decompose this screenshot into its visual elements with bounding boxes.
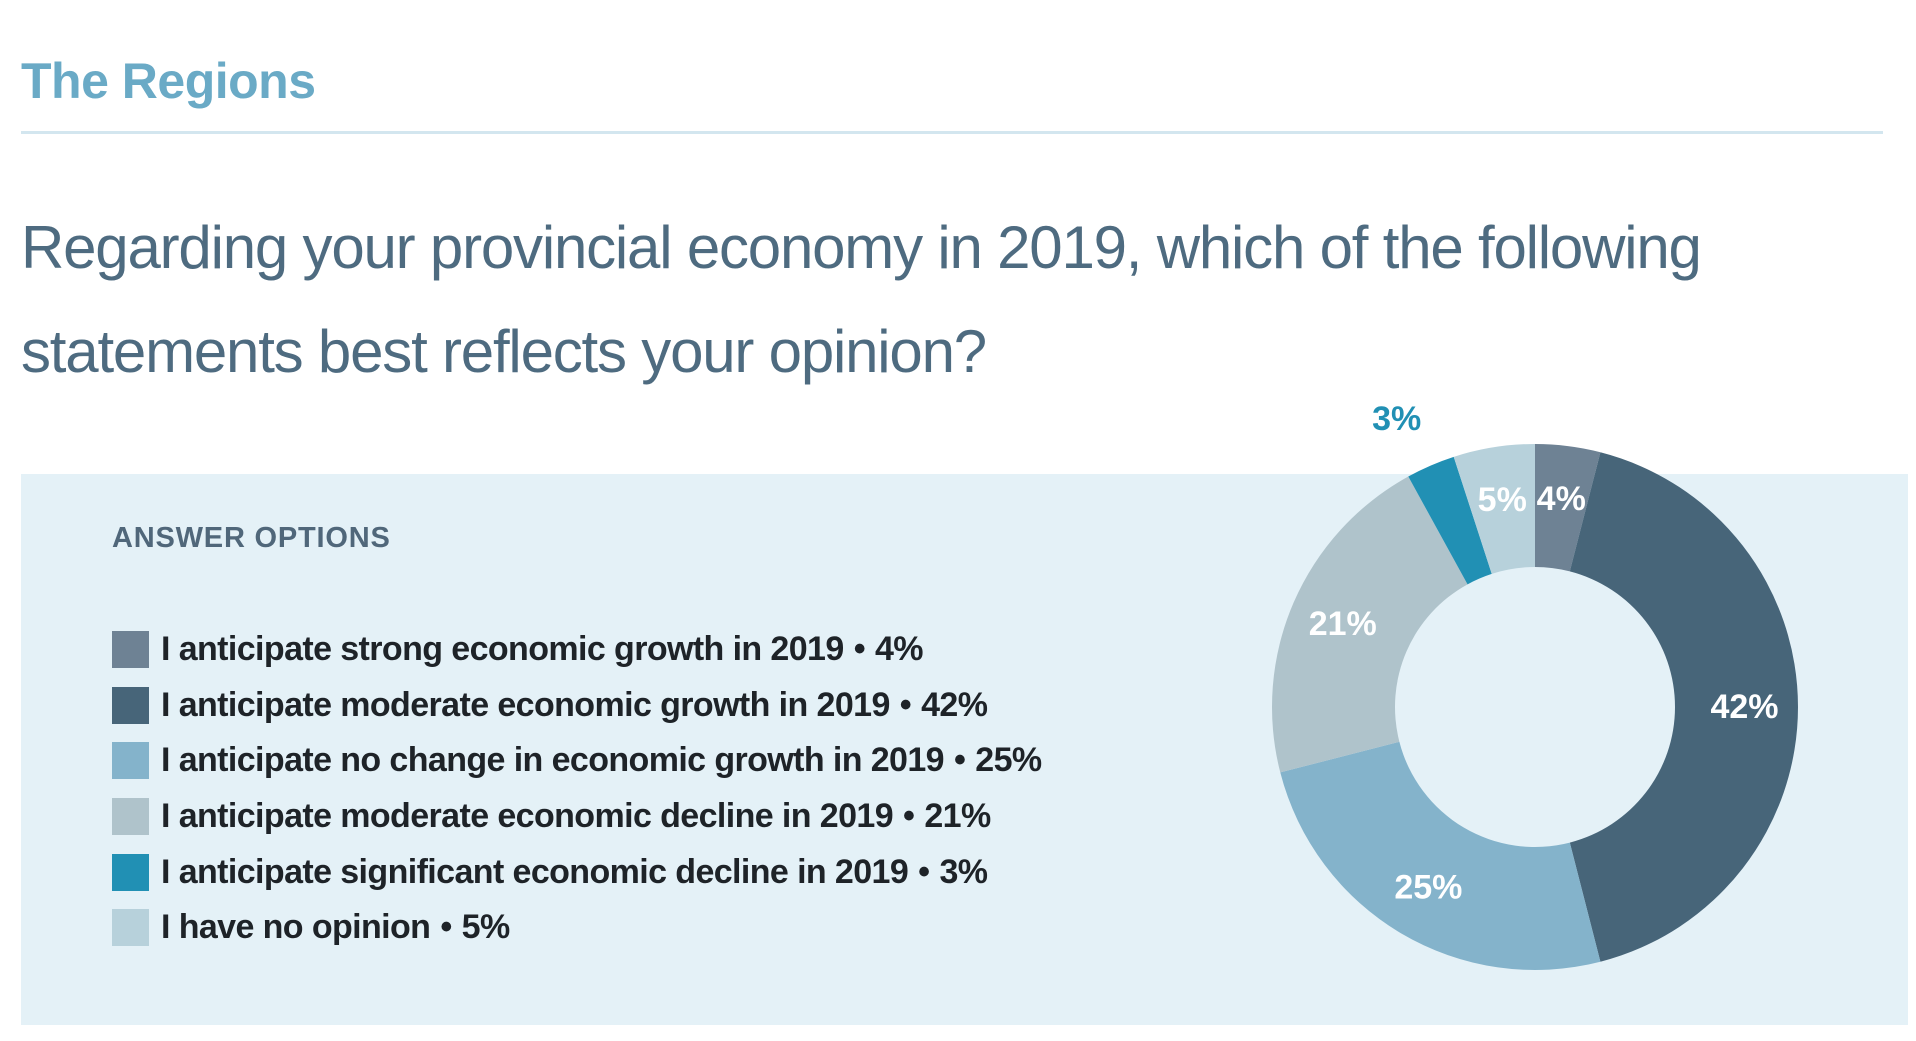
legend-item: I anticipate strong economic growth in 2… [112, 622, 1042, 678]
donut-slice [1569, 452, 1798, 962]
donut-slice [1271, 476, 1468, 773]
legend-item: I anticipate significant economic declin… [112, 844, 1042, 900]
legend-swatch [112, 853, 149, 891]
donut-slice [1280, 741, 1601, 970]
legend-label: I anticipate strong economic growth in 2… [161, 630, 844, 669]
legend-label: I anticipate moderate economic decline i… [161, 797, 894, 836]
legend-label: I have no opinion [161, 908, 431, 947]
legend-separator: • [853, 630, 866, 669]
legend-value: 4% [875, 630, 924, 669]
donut-slice [1453, 444, 1535, 574]
slice-value-label: 21% [1309, 605, 1377, 643]
legend: I anticipate strong economic growth in 2… [112, 622, 1042, 956]
legend-separator: • [918, 852, 930, 891]
slice-value-label: 42% [1710, 688, 1778, 726]
legend-label: I anticipate significant economic declin… [161, 852, 909, 891]
legend-value: 21% [924, 797, 991, 836]
legend-label: I anticipate moderate economic growth in… [161, 685, 890, 724]
slice-value-label: 4% [1537, 480, 1586, 518]
legend-swatch [112, 909, 149, 947]
slice-value-label: 25% [1394, 868, 1462, 906]
legend-item: I anticipate moderate economic decline i… [112, 789, 1042, 845]
section-title: The Regions [21, 53, 316, 109]
legend-value: 5% [461, 908, 511, 947]
slice-value-label: 5% [1478, 481, 1527, 519]
legend-value: 25% [975, 741, 1042, 780]
legend-heading: ANSWER OPTIONS [112, 522, 391, 554]
legend-separator: • [899, 685, 912, 724]
legend-separator: • [903, 797, 915, 836]
legend-item: I anticipate moderate economic growth in… [112, 678, 1042, 734]
legend-swatch [112, 798, 149, 836]
slice-value-label: 3% [1372, 400, 1421, 438]
donut-slice [1408, 456, 1492, 585]
legend-separator: • [953, 741, 966, 780]
legend-value: 42% [921, 685, 988, 724]
legend-item: I anticipate no change in economic growt… [112, 733, 1042, 789]
legend-swatch [112, 742, 149, 780]
legend-label: I anticipate no change in economic growt… [161, 741, 945, 780]
legend-item: I have no opinion • 5% [112, 900, 1042, 956]
legend-separator: • [440, 908, 452, 947]
survey-question: Regarding your provincial economy in 201… [21, 214, 1702, 385]
title-divider [21, 131, 1883, 134]
legend-value: 3% [939, 852, 988, 891]
legend-swatch [112, 631, 149, 669]
legend-swatch [112, 686, 149, 724]
donut-slice [1535, 444, 1601, 572]
